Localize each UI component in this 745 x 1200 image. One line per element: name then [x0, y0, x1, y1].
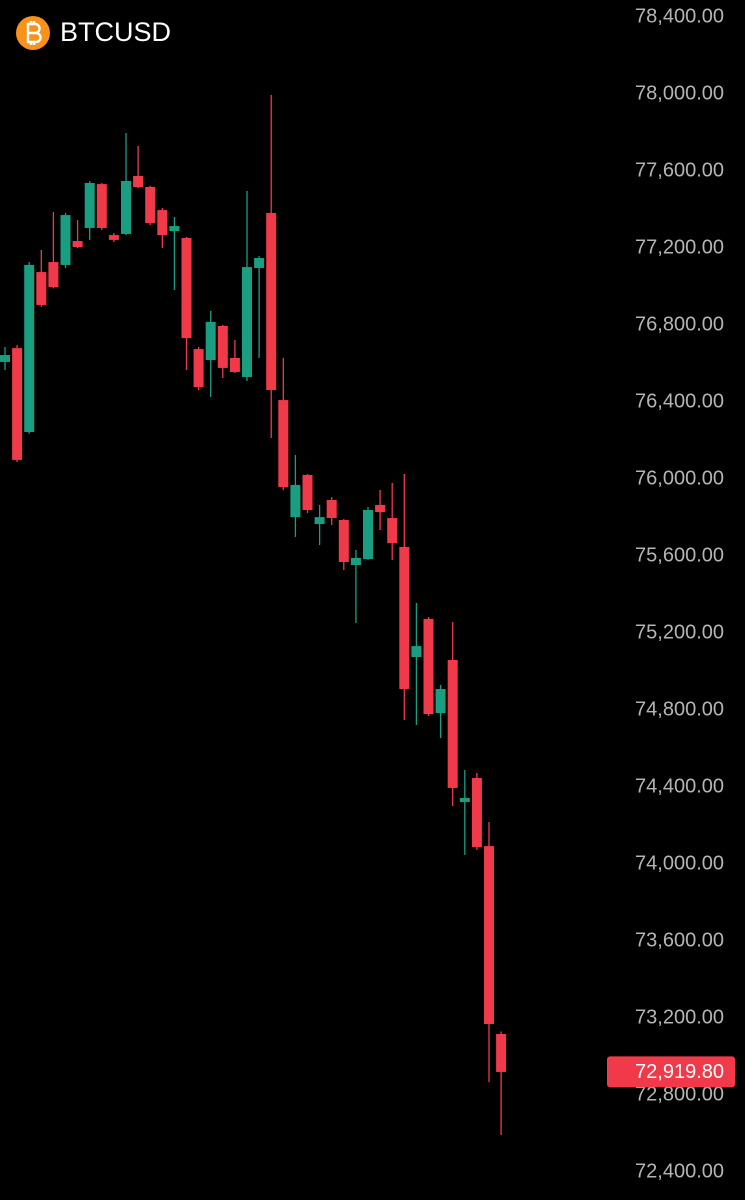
last-price-label: 72,919.80 [635, 1061, 724, 1083]
candle-body [121, 181, 131, 234]
candle-body [145, 186, 156, 223]
candle-body [242, 267, 252, 377]
candle-body [314, 517, 325, 525]
candle-body [290, 484, 301, 518]
candle-body [447, 659, 458, 788]
candle-body [24, 264, 35, 433]
y-tick-label: 76,800.00 [635, 313, 724, 335]
candle-body [12, 348, 23, 460]
candle-body [60, 215, 71, 265]
candle-body [36, 272, 47, 305]
candle-body [72, 241, 83, 248]
candle-body [338, 519, 349, 562]
y-tick-label: 74,400.00 [635, 775, 724, 797]
y-tick-label: 73,200.00 [635, 1006, 724, 1028]
candle-body [48, 262, 59, 288]
candle-body [496, 1033, 507, 1072]
candle-body [133, 176, 144, 187]
candle-body [459, 797, 470, 803]
candle-body [387, 518, 398, 544]
candle-body [266, 212, 277, 391]
y-tick-label: 73,600.00 [635, 929, 724, 951]
candle-body [254, 258, 265, 269]
y-tick-label: 76,400.00 [635, 390, 724, 412]
candle-body [423, 618, 434, 715]
y-tick-label: 74,800.00 [635, 698, 724, 720]
last-price-badge [607, 1056, 735, 1088]
candle-body [205, 321, 216, 361]
candle-body [302, 474, 313, 510]
y-tick-label: 75,600.00 [635, 544, 724, 566]
candle-body [363, 509, 373, 560]
candle-body [399, 546, 410, 690]
y-tick-label: 76,000.00 [635, 467, 724, 489]
y-tick-label: 77,200.00 [635, 236, 724, 258]
y-tick-label: 77,600.00 [635, 159, 724, 181]
candle-body [484, 846, 494, 1024]
y-tick-label: 78,400.00 [635, 5, 724, 27]
y-tick-label: 72,800.00 [635, 1083, 724, 1105]
chart-title: BTCUSD [60, 17, 171, 47]
candle-body [193, 349, 204, 387]
candle-body [411, 646, 422, 658]
candle-body [108, 235, 119, 240]
btc-icon [16, 16, 50, 50]
candle-body [435, 689, 446, 714]
candle-body [96, 184, 107, 228]
y-tick-label: 74,000.00 [635, 852, 724, 874]
candle-body [169, 226, 180, 232]
candle-body [326, 499, 337, 519]
candle-body [229, 357, 240, 372]
candle-body [217, 325, 228, 368]
candle-body [84, 182, 95, 228]
candle-body [471, 777, 482, 848]
y-tick-label: 75,200.00 [635, 621, 724, 643]
candle-body [350, 557, 361, 566]
candle-body [181, 237, 192, 339]
y-tick-label: 78,000.00 [635, 82, 724, 104]
candle-body [375, 504, 386, 513]
y-tick-label: 72,400.00 [635, 1160, 724, 1182]
candle-body [157, 210, 168, 236]
candle-body [278, 400, 289, 488]
icon-glyph [26, 21, 42, 45]
candle-body [0, 355, 10, 362]
